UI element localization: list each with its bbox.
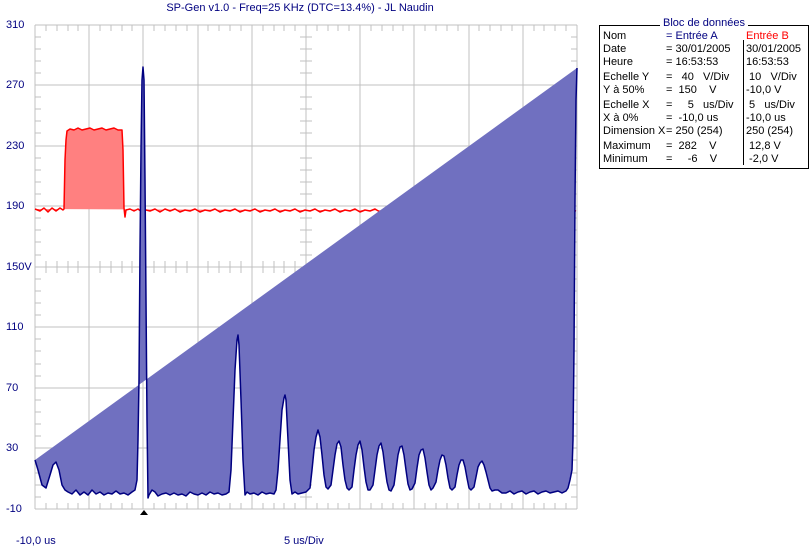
y-tick-neg10: -10 [6,503,22,515]
data-block [599,25,809,169]
y-tick-150: 150V [6,261,32,273]
data-block-title: Bloc de données [660,17,748,29]
trigger-marker-icon[interactable] [140,510,148,515]
column-separator [743,40,744,165]
y-tick-30: 30 [6,442,19,454]
y-tick-230: 230 [6,140,25,152]
window-title: SP-Gen v1.0 - Freq=25 KHz (DTC=13.4%) - … [166,2,434,14]
y-tick-270: 270 [6,79,25,91]
y-tick-70: 70 [6,382,19,394]
channel-a-trace [34,66,578,499]
x-start-label: -10,0 us [16,535,56,547]
y-tick-110: 110 [6,321,24,333]
oscilloscope-plot [34,24,578,510]
y-tick-310: 310 [6,19,25,31]
x-scale-label: 5 us/Div [284,535,324,547]
y-tick-190: 190 [6,200,25,212]
